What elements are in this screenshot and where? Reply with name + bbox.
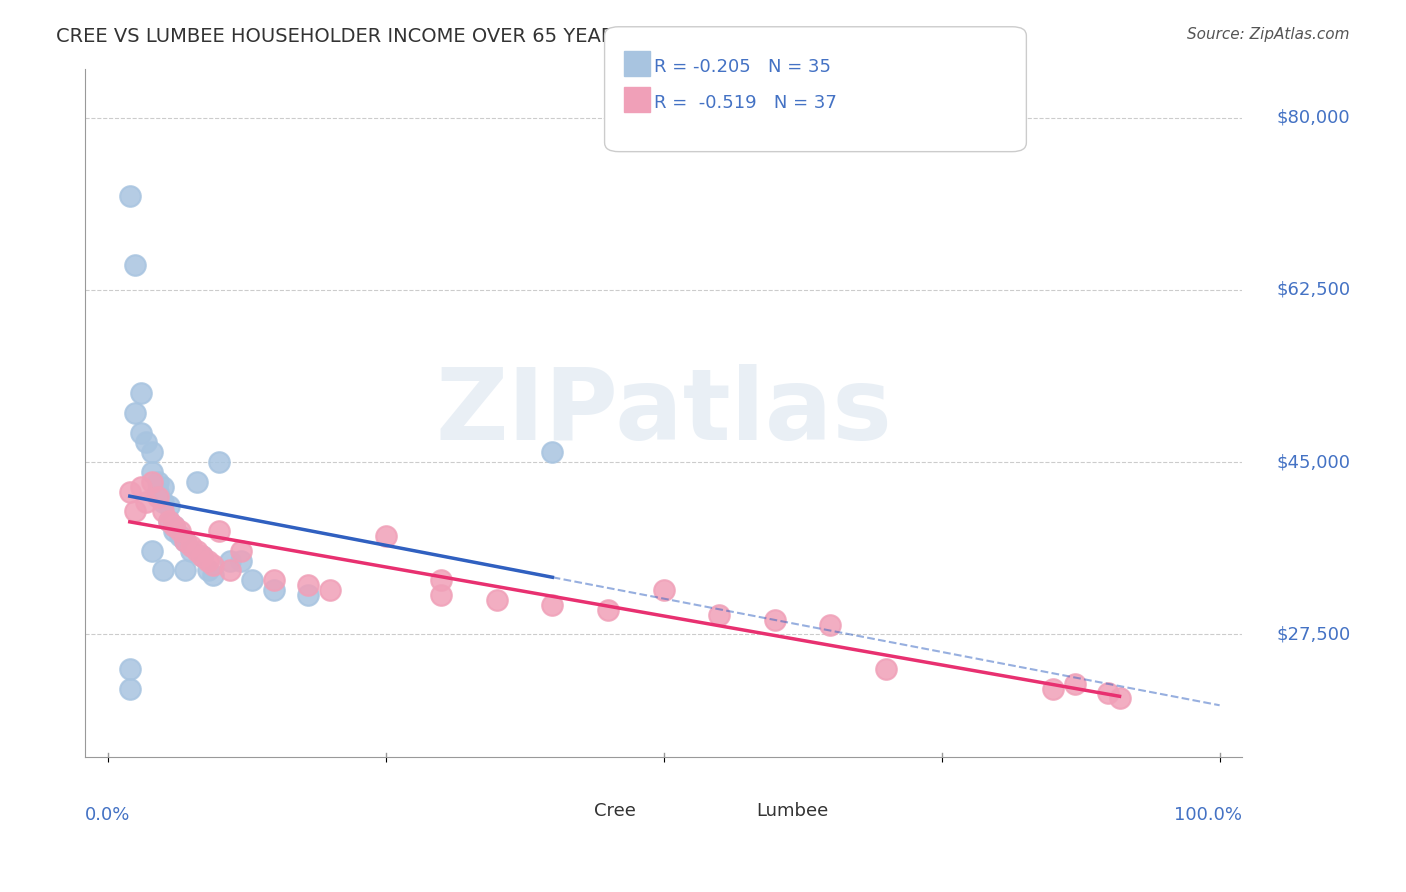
Point [208,455,231,469]
Point [208,524,231,538]
Point [202,568,225,582]
Point [485,593,508,607]
Point [129,480,152,494]
Point [229,543,252,558]
Point [709,607,731,622]
Point [218,563,240,577]
Text: R = -0.205   N = 35: R = -0.205 N = 35 [654,58,831,76]
Point [157,514,180,528]
Point [135,494,157,508]
Point [263,583,285,598]
Text: CREE VS LUMBEE HOUSEHOLDER INCOME OVER 65 YEARS CORRELATION CHART: CREE VS LUMBEE HOUSEHOLDER INCOME OVER 6… [56,27,844,45]
Point [118,189,141,203]
Point [118,484,141,499]
Point [186,475,208,489]
Point [197,553,219,567]
Point [174,533,197,548]
Point [596,603,619,617]
Point [191,549,214,563]
Point [157,514,180,528]
Point [652,583,675,598]
Point [1108,691,1130,706]
Point [197,563,219,577]
Point [152,480,174,494]
Point [374,529,396,543]
Point [141,475,163,489]
Point [180,539,202,553]
Point [218,553,240,567]
Point [430,574,453,588]
Point [146,475,169,489]
Point [129,386,152,401]
Point [146,484,169,499]
Point [763,613,786,627]
Point [229,553,252,567]
Point [180,543,202,558]
Point [202,558,225,573]
Point [163,519,186,533]
Text: 100.0%: 100.0% [1174,805,1241,823]
Point [297,578,319,592]
Point [1064,676,1087,690]
Point [263,574,285,588]
Point [541,445,564,459]
Point [124,504,146,518]
Point [163,524,186,538]
Point [191,549,214,563]
Text: $62,500: $62,500 [1277,281,1351,299]
Point [541,598,564,612]
Point [124,406,146,420]
Text: Lumbee: Lumbee [756,802,828,820]
Text: $80,000: $80,000 [1277,109,1350,127]
Text: Source: ZipAtlas.com: Source: ZipAtlas.com [1187,27,1350,42]
Point [141,445,163,459]
Point [141,465,163,479]
Text: Cree: Cree [595,802,636,820]
Point [174,563,197,577]
Point [118,662,141,676]
Point [169,524,191,538]
Point [1097,686,1119,700]
Point [146,490,169,504]
Point [174,533,197,548]
Point [152,494,174,508]
Point [319,583,342,598]
Point [297,588,319,602]
Point [152,504,174,518]
Point [1042,681,1064,696]
Point [157,500,180,514]
Point [430,588,453,602]
Point [118,681,141,696]
Bar [721,778,751,796]
Point [124,258,146,272]
Point [163,519,186,533]
Point [820,617,842,632]
Text: ZIPatlas: ZIPatlas [434,365,891,461]
Text: $45,000: $45,000 [1277,453,1351,471]
Text: R =  -0.519   N = 37: R = -0.519 N = 37 [654,94,837,112]
Point [135,435,157,450]
Bar [560,778,589,796]
Point [169,529,191,543]
Point [240,574,263,588]
Point [152,563,174,577]
Point [141,543,163,558]
Point [129,425,152,440]
Text: 0.0%: 0.0% [86,805,131,823]
Point [875,662,897,676]
Text: $27,500: $27,500 [1277,625,1351,643]
Point [186,543,208,558]
